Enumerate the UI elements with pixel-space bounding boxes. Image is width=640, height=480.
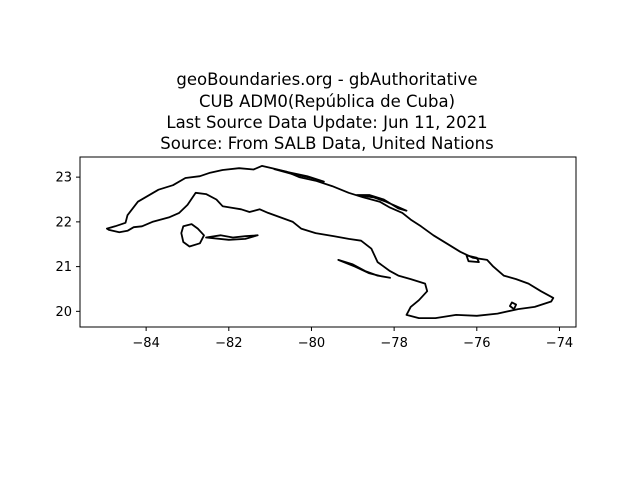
- island-outline: [356, 194, 408, 212]
- y-tick-label: 22: [55, 215, 72, 230]
- map-title-line-3: Last Source Data Update: Jun 11, 2021: [166, 113, 488, 132]
- x-tick-label: −80: [298, 336, 325, 351]
- y-tick-label: 23: [55, 171, 72, 186]
- y-tick-label: 20: [55, 305, 72, 320]
- x-tick-label: −84: [132, 336, 159, 351]
- cuba-main-outline: [106, 165, 555, 319]
- island-outline: [180, 223, 205, 248]
- plot-frame: [79, 156, 577, 328]
- map-content: [106, 165, 555, 319]
- x-tick-label: −82: [215, 336, 242, 351]
- x-tick-label: −74: [546, 336, 573, 351]
- y-axis: 20 21 22 23: [55, 171, 80, 320]
- island-outline: [465, 254, 480, 263]
- island-outline: [205, 234, 259, 241]
- map-title-line-2: CUB ADM0(República de Cuba): [198, 92, 456, 111]
- x-tick-label: −78: [380, 336, 407, 351]
- island-outline: [273, 168, 325, 183]
- map-title-line-4: Source: From SALB Data, United Nations: [160, 134, 494, 153]
- map-title-line-1: geoBoundaries.org - gbAuthoritative: [176, 70, 478, 89]
- x-tick-label: −76: [463, 336, 490, 351]
- island-outline: [337, 259, 391, 279]
- y-tick-label: 21: [55, 260, 72, 275]
- x-axis: −84 −82 −80 −78 −76 −74: [132, 327, 573, 351]
- island-outline: [509, 301, 517, 310]
